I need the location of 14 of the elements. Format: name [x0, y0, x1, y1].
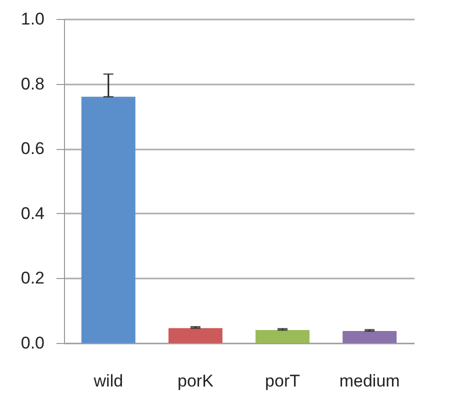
bar [256, 330, 310, 343]
y-tick-label: 0.0 [20, 334, 44, 352]
x-tick-label: wild [92, 372, 124, 390]
y-tick-label: 1.0 [20, 10, 44, 28]
bar [168, 328, 222, 343]
y-tick-label: 0.6 [20, 139, 44, 158]
y-tick-label: 0.2 [20, 268, 44, 288]
bar [342, 331, 397, 343]
bar [81, 96, 136, 343]
y-tick-label: 0.8 [20, 74, 44, 94]
y-tick-label: 0.4 [20, 204, 44, 223]
x-tick-label: porT [265, 372, 300, 390]
x-tick-label: porK [178, 372, 214, 390]
x-tick-label: medium [339, 372, 400, 390]
